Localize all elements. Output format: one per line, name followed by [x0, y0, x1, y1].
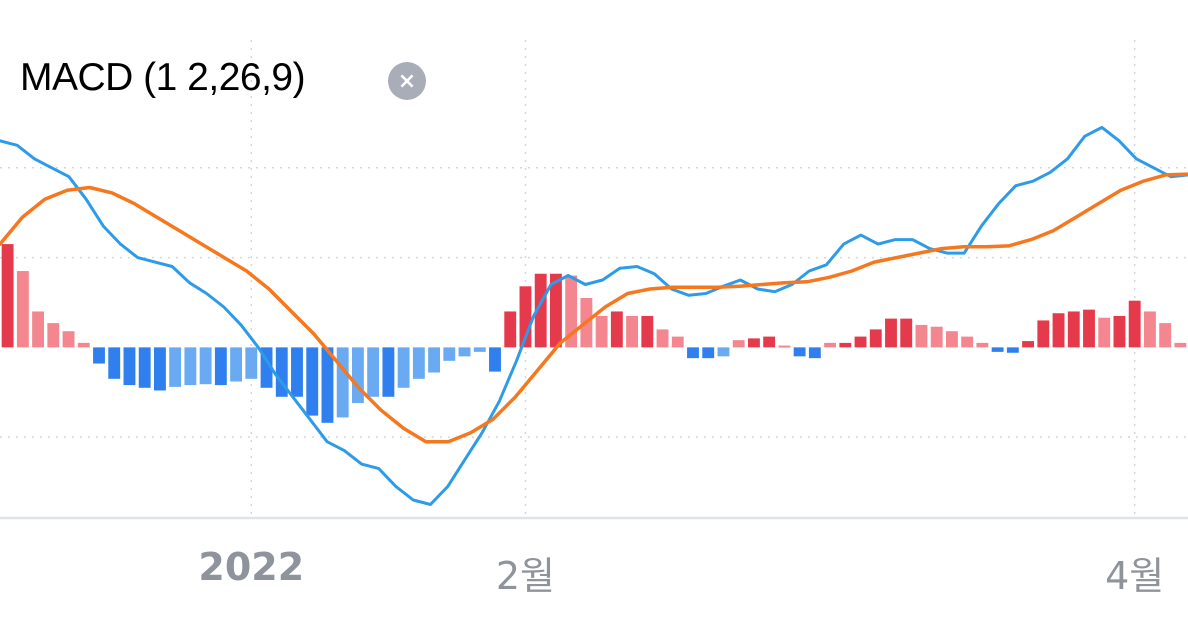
histogram-bar: [824, 342, 837, 348]
histogram-bar: [351, 347, 364, 404]
histogram-bar: [1037, 320, 1050, 348]
histogram-bar: [915, 324, 928, 348]
histogram-bar: [16, 271, 29, 348]
histogram-bar: [321, 347, 334, 423]
histogram-bar: [291, 347, 303, 397]
histogram-bar: [808, 347, 821, 359]
histogram-bar: [473, 347, 486, 352]
histogram-bar: [1113, 315, 1126, 348]
histogram-bar: [961, 336, 974, 348]
histogram-bar: [534, 273, 547, 348]
histogram-bar: [687, 347, 699, 359]
histogram-bar: [260, 347, 273, 388]
histogram-bar: [1143, 311, 1156, 348]
histogram-bar: [732, 340, 745, 348]
histogram-bar: [763, 336, 776, 348]
histogram-bar: [641, 315, 654, 348]
histogram-bar: [62, 331, 75, 348]
histogram-bar: [275, 347, 288, 397]
histogram-bar: [595, 315, 608, 348]
histogram-bar: [1006, 347, 1019, 353]
histogram-bar: [945, 331, 958, 348]
histogram-bar: [93, 347, 105, 364]
histogram-bar: [900, 318, 913, 348]
histogram-bar: [991, 347, 1004, 352]
histogram-bar: [565, 275, 578, 348]
histogram-bar: [1083, 309, 1095, 348]
histogram-bar: [169, 347, 182, 387]
histogram-bar: [717, 347, 730, 357]
histogram-bar: [778, 345, 791, 348]
histogram-bar: [869, 329, 882, 348]
histogram-bar: [1159, 323, 1172, 348]
histogram-bar: [123, 347, 136, 386]
histogram-bar: [443, 347, 456, 361]
histogram-bar: [702, 347, 715, 359]
x-tick-label: 2022: [198, 545, 305, 589]
histogram-bar: [1022, 341, 1035, 348]
histogram-bar: [549, 273, 562, 348]
signal-line: [0, 172, 1188, 444]
histogram-bar: [626, 315, 639, 348]
histogram-bar: [885, 318, 897, 348]
histogram-bar: [184, 347, 197, 386]
histogram-bar: [1067, 311, 1080, 348]
histogram-bar: [930, 326, 943, 348]
indicator-label: MACD (1 2,26,9): [20, 56, 306, 99]
histogram-bar: [138, 347, 151, 388]
histogram-bar: [656, 329, 669, 348]
x-tick-label: 2월: [495, 554, 556, 598]
histogram-bar: [336, 347, 349, 418]
histogram-bar: [245, 347, 258, 379]
x-tick-label: 4월: [1105, 554, 1165, 598]
histogram-bar: [1128, 300, 1141, 348]
histogram-bars: [1, 244, 1187, 423]
histogram-bar: [77, 342, 90, 348]
histogram-bar: [747, 338, 760, 348]
histogram-bar: [153, 347, 166, 391]
histogram-bar: [504, 311, 517, 348]
histogram-bar: [1098, 317, 1111, 348]
histogram-bar: [793, 347, 806, 357]
histogram-bar: [199, 347, 212, 385]
histogram-bar: [32, 311, 45, 348]
histogram-bar: [519, 286, 532, 348]
histogram-bar: [214, 347, 227, 386]
histogram-bar: [428, 347, 441, 373]
histogram-bar: [382, 347, 395, 397]
macd-line: [0, 125, 1188, 506]
histogram-bar: [1052, 313, 1065, 348]
histogram-bar: [1, 244, 14, 348]
histogram-bar: [976, 342, 989, 348]
grid-lines: [0, 40, 1188, 520]
close-icon[interactable]: ×: [388, 62, 426, 100]
histogram-bar: [854, 336, 867, 348]
line-series: [0, 125, 1188, 506]
histogram-bar: [489, 347, 501, 372]
histogram-bar: [367, 347, 380, 397]
histogram-bar: [108, 347, 121, 379]
histogram-bar: [1174, 342, 1187, 348]
histogram-bar: [839, 342, 852, 348]
histogram-bar: [458, 347, 471, 357]
histogram-bar: [47, 323, 60, 348]
histogram-bar: [412, 347, 425, 379]
histogram-bar: [230, 347, 243, 382]
histogram-bar: [397, 347, 410, 388]
histogram-bar: [610, 311, 623, 348]
histogram-bar: [671, 336, 684, 348]
histogram-bar: [306, 347, 319, 416]
